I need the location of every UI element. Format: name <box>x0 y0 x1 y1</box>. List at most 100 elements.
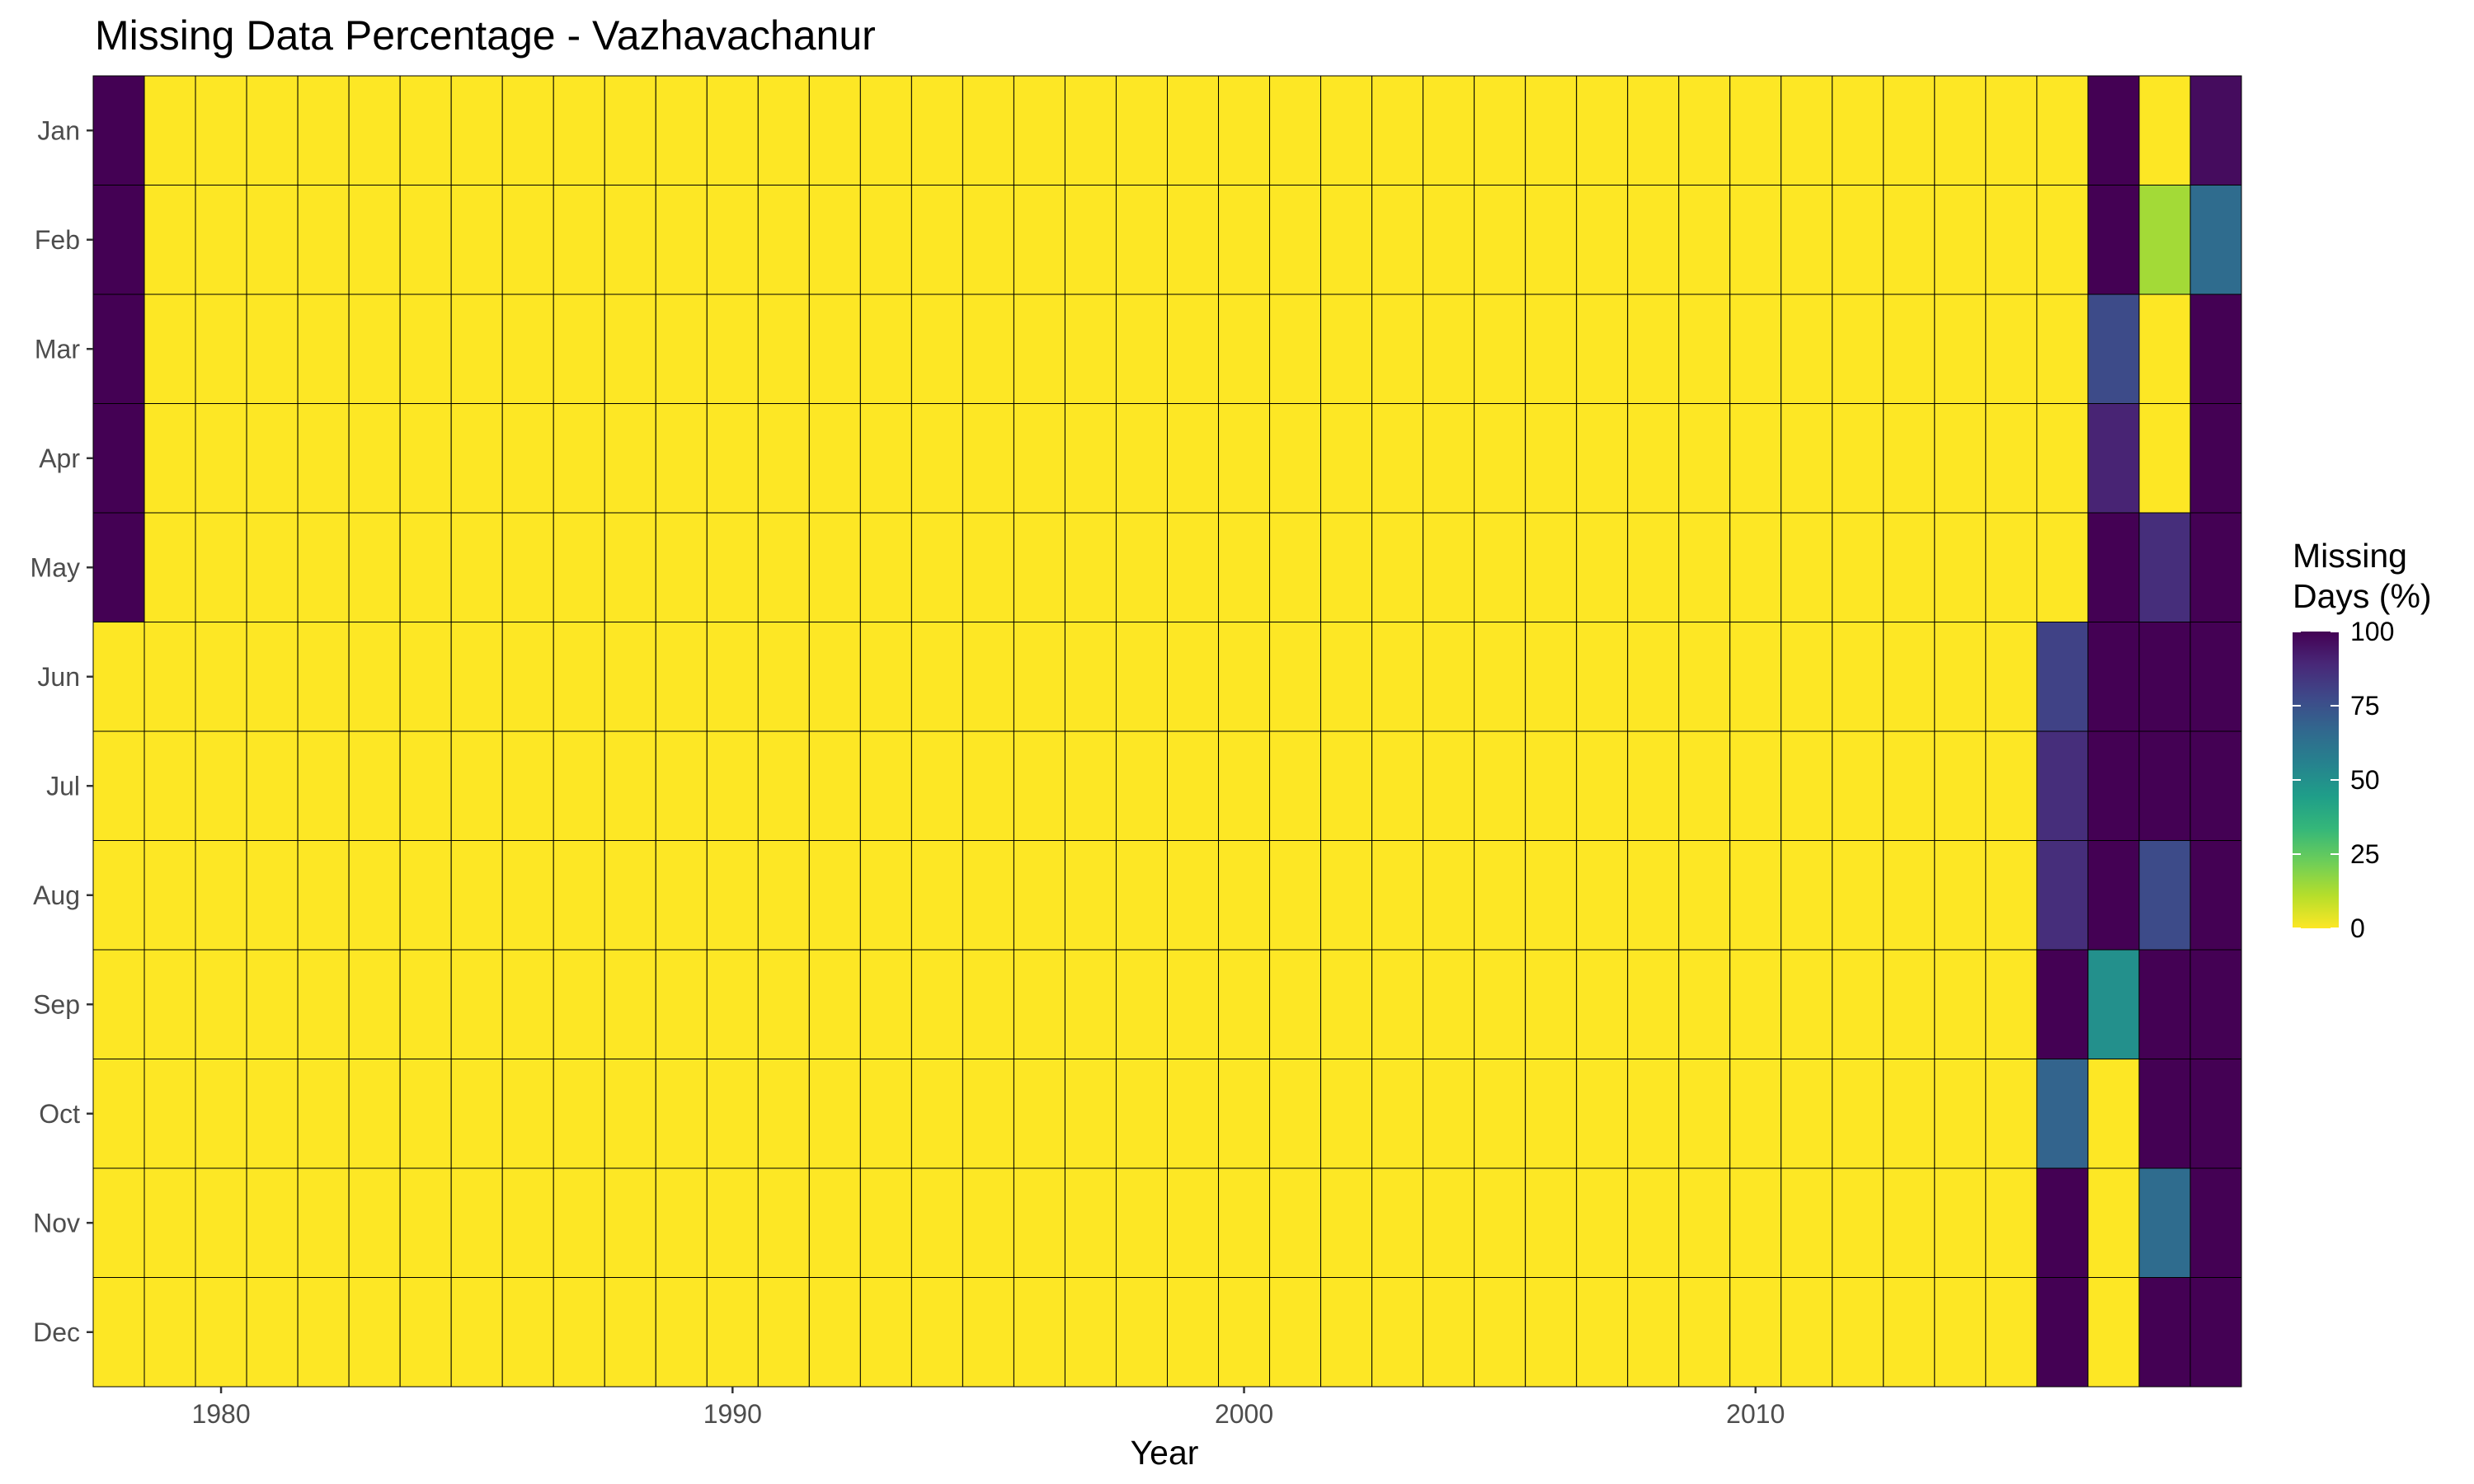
heatmap-cell <box>2087 1059 2140 1169</box>
heatmap-cell <box>1218 1277 1271 1388</box>
heatmap-cell <box>1269 1277 1322 1388</box>
heatmap-cell <box>399 1167 452 1278</box>
heatmap-cell <box>1934 1059 1987 1169</box>
heatmap-cell <box>1832 294 1884 404</box>
heatmap-cell <box>808 1167 861 1278</box>
heatmap-cell <box>1985 294 2038 404</box>
heatmap-cell <box>1934 840 1987 951</box>
heatmap-cell <box>1627 75 1680 186</box>
heatmap-cell <box>246 1167 299 1278</box>
heatmap-cell <box>2138 512 2191 622</box>
heatmap-cell <box>706 622 759 732</box>
heatmap-cell <box>1115 75 1169 186</box>
heatmap-cell <box>1934 512 1987 622</box>
heatmap-cell <box>2189 512 2242 622</box>
heatmap-cell <box>1627 840 1680 951</box>
heatmap-cell <box>808 730 861 841</box>
heatmap-cell <box>1064 840 1117 951</box>
heatmap-cell <box>808 75 861 186</box>
heatmap-cell <box>2138 1167 2191 1278</box>
heatmap-cell <box>246 294 299 404</box>
heatmap-cell <box>1269 622 1322 732</box>
heatmap-cell <box>501 1059 554 1169</box>
heatmap-cell <box>501 75 554 186</box>
heatmap-cell <box>1525 1059 1578 1169</box>
heatmap-cell <box>1218 403 1271 514</box>
heatmap-cell <box>655 403 708 514</box>
heatmap-cell <box>1627 1277 1680 1388</box>
heatmap-cell <box>1576 730 1629 841</box>
heatmap-cell <box>297 1059 350 1169</box>
heatmap-cell <box>1729 730 1782 841</box>
heatmap-cell <box>910 840 963 951</box>
heatmap-cell <box>962 840 1014 951</box>
heatmap-cell <box>1371 840 1424 951</box>
heatmap-cell <box>92 1277 145 1388</box>
heatmap-cell <box>501 840 554 951</box>
heatmap-cell <box>1832 75 1884 186</box>
heatmap-cell <box>92 75 145 186</box>
heatmap-cell <box>92 1167 145 1278</box>
heatmap-cell <box>1474 294 1526 404</box>
heatmap-cell <box>1883 1277 1935 1388</box>
heatmap-cell <box>962 512 1014 622</box>
heatmap-cell <box>604 1277 656 1388</box>
heatmap-cell <box>1729 622 1782 732</box>
heatmap-cell <box>808 949 861 1059</box>
heatmap-cell <box>808 1277 861 1388</box>
heatmap-cell <box>348 185 401 295</box>
heatmap-cell <box>1320 622 1373 732</box>
y-tick-label: Oct <box>39 1099 80 1129</box>
heatmap-cell <box>1167 949 1220 1059</box>
heatmap-cell <box>808 622 861 732</box>
heatmap-cell <box>1525 949 1578 1059</box>
heatmap-cell <box>1269 512 1322 622</box>
heatmap-cell <box>1371 622 1424 732</box>
heatmap-cell <box>1883 1059 1935 1169</box>
heatmap-cell <box>962 294 1014 404</box>
heatmap-cell <box>1883 622 1935 732</box>
x-tick-label: 2000 <box>1215 1399 1273 1429</box>
heatmap-cell <box>1423 840 1475 951</box>
heatmap-cell <box>399 1277 452 1388</box>
heatmap-cell <box>2138 949 2191 1059</box>
heatmap-cell <box>1883 730 1935 841</box>
heatmap-cell <box>348 840 401 951</box>
heatmap-cell <box>1525 75 1578 186</box>
heatmap-cell <box>501 403 554 514</box>
heatmap-cell <box>553 840 605 951</box>
heatmap-cell <box>2036 1167 2089 1278</box>
heatmap-cell <box>246 1059 299 1169</box>
heatmap-cell <box>1115 294 1169 404</box>
heatmap-cell <box>1576 1059 1629 1169</box>
heatmap-cell <box>1115 730 1169 841</box>
heatmap-cell <box>2087 75 2140 186</box>
heatmap-cell <box>553 730 605 841</box>
heatmap-cell <box>2138 622 2191 732</box>
heatmap-cell <box>1934 1167 1987 1278</box>
y-tick-label: Sep <box>33 989 80 1019</box>
heatmap-cell <box>1934 1277 1987 1388</box>
heatmap-cell <box>1423 294 1475 404</box>
heatmap-cell <box>1371 1059 1424 1169</box>
heatmap-cell <box>1423 512 1475 622</box>
heatmap-cell <box>1167 75 1220 186</box>
heatmap-cell <box>1729 185 1782 295</box>
heatmap-cell <box>1985 622 2038 732</box>
heatmap-cell <box>910 294 963 404</box>
heatmap-cell <box>1832 730 1884 841</box>
heatmap-cell <box>706 1167 759 1278</box>
heatmap-cell <box>501 730 554 841</box>
heatmap-cell <box>450 730 503 841</box>
heatmap-cell <box>1780 403 1833 514</box>
heatmap-cell <box>2036 403 2089 514</box>
heatmap-cell <box>399 512 452 622</box>
heatmap-cell <box>706 403 759 514</box>
heatmap-cell <box>2087 185 2140 295</box>
heatmap-cell <box>1883 949 1935 1059</box>
heatmap-cell <box>1167 1167 1220 1278</box>
heatmap-cell <box>2087 512 2140 622</box>
heatmap-cell <box>1167 294 1220 404</box>
heatmap-cell <box>1576 403 1629 514</box>
heatmap-cell <box>2189 294 2242 404</box>
